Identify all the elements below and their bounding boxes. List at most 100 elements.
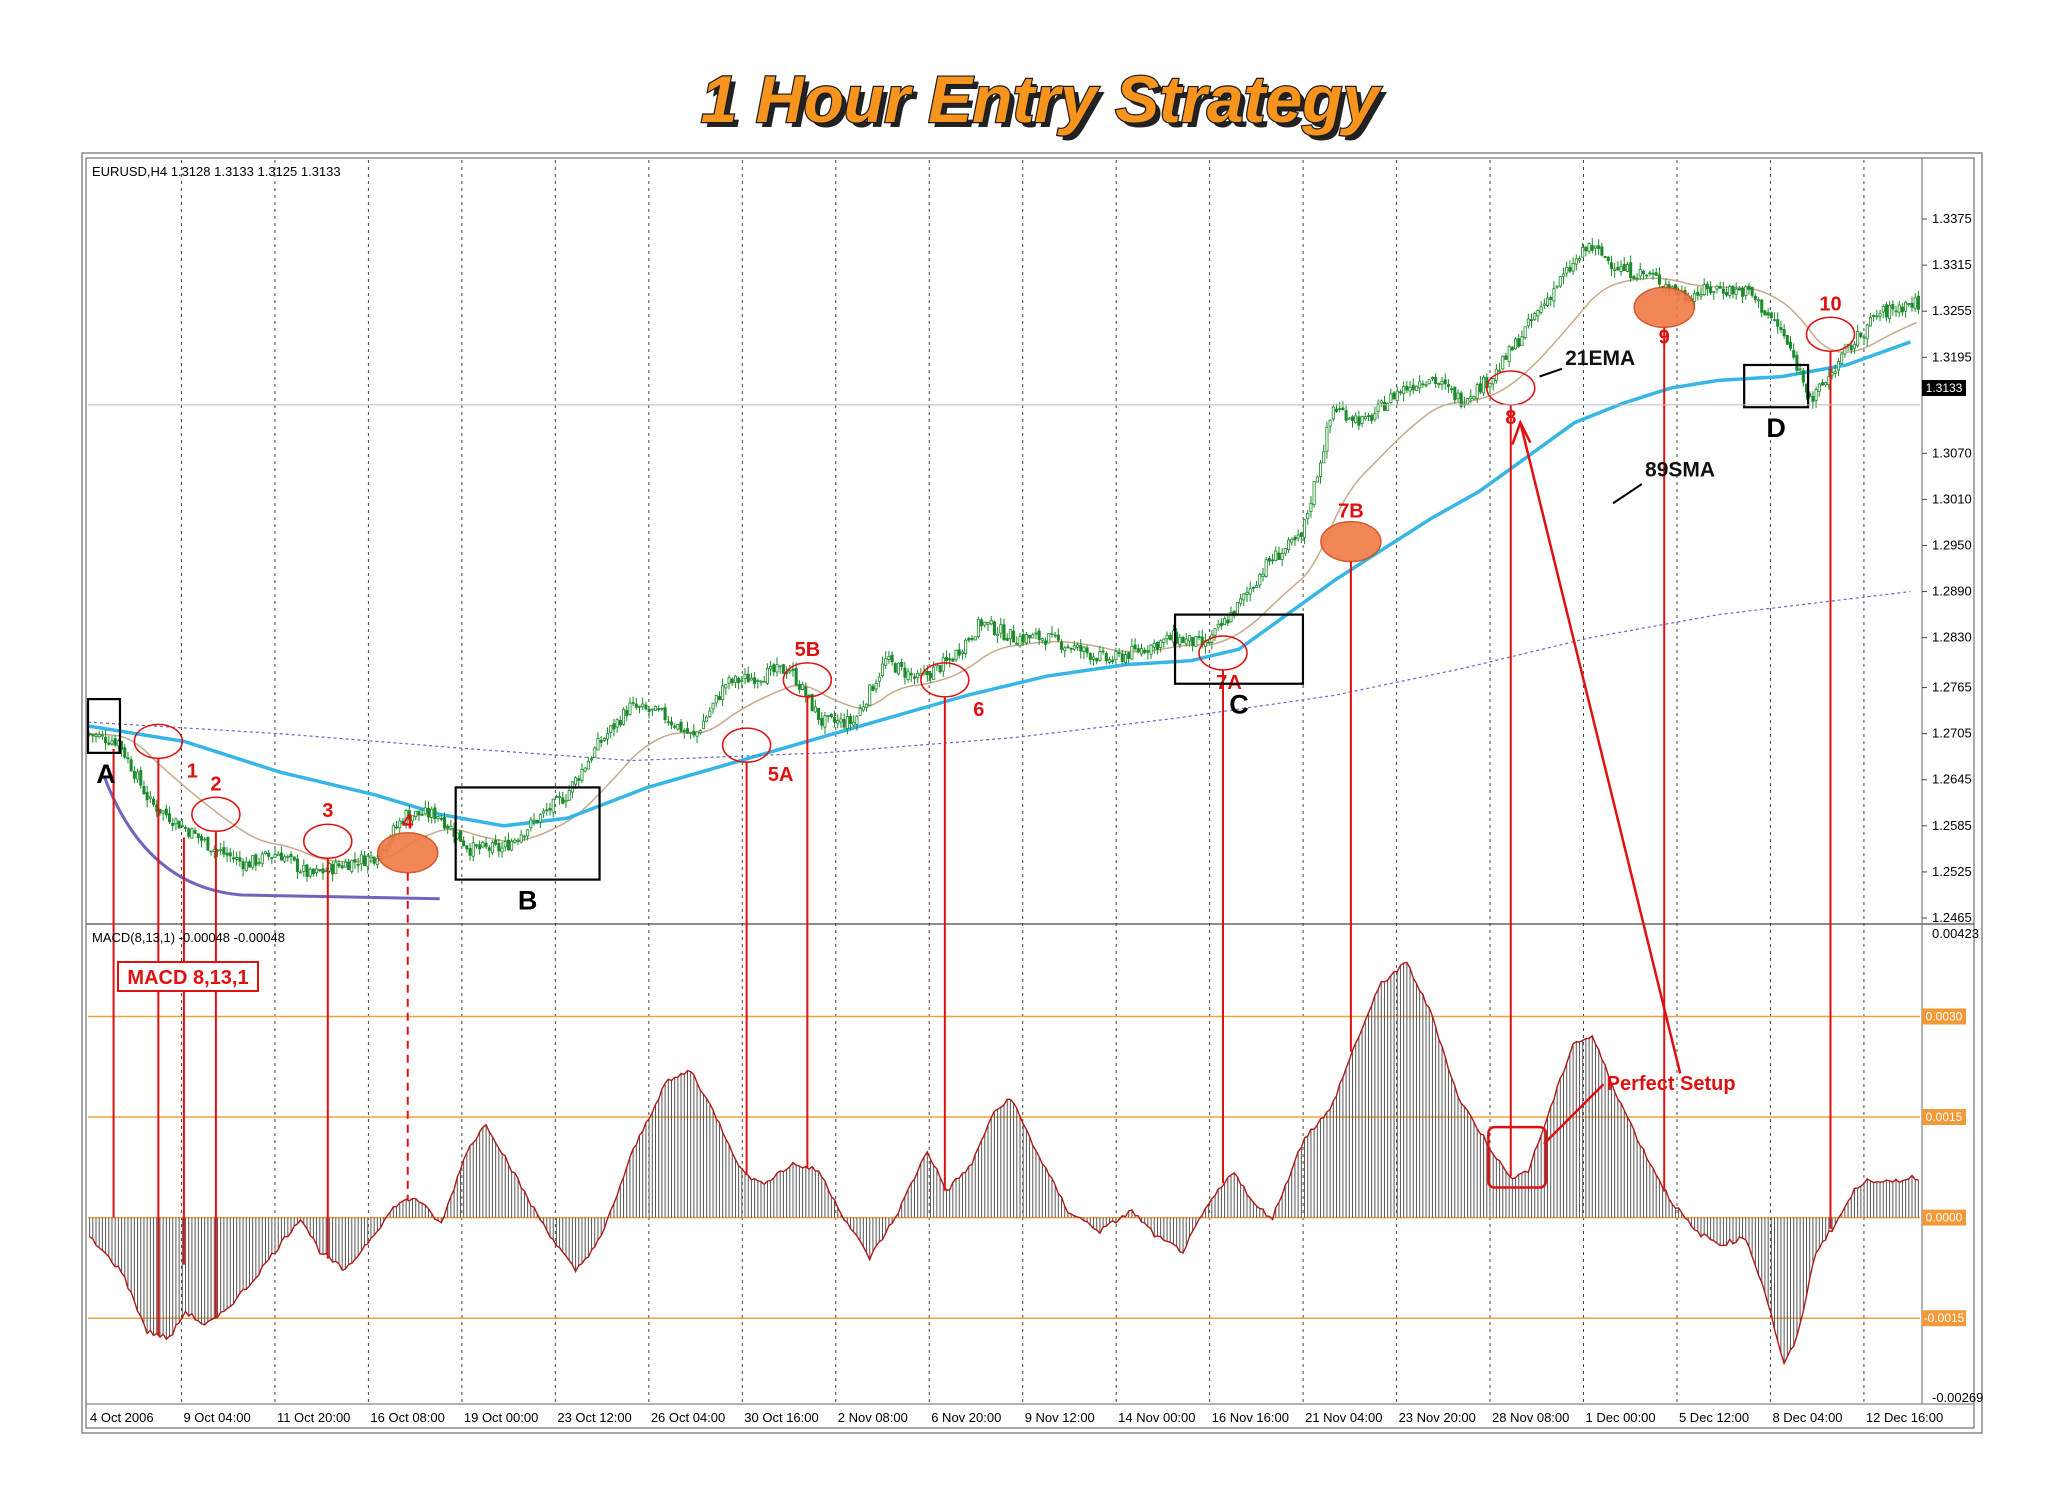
candle-body — [1619, 266, 1623, 272]
candle-body — [660, 707, 664, 710]
candle-body — [1130, 645, 1134, 660]
x-tick-label-3: 16 Oct 08:00 — [370, 1410, 444, 1425]
candle-body — [1833, 371, 1837, 374]
candle-body — [1338, 408, 1342, 410]
candle-body — [1788, 341, 1793, 349]
x-tick-label-9: 6 Nov 20:00 — [931, 1410, 1001, 1425]
candle-body — [1146, 650, 1150, 653]
candle-body — [430, 808, 434, 818]
candle-body — [522, 835, 526, 838]
candle-body — [107, 742, 111, 745]
candle-body — [1498, 370, 1502, 372]
price-tick-label-12: 1.2585 — [1932, 818, 1972, 833]
x-tick-label-14: 23 Nov 20:00 — [1399, 1410, 1476, 1425]
candle-body — [1114, 651, 1118, 661]
candle-body — [1478, 383, 1482, 393]
candle-body — [161, 810, 165, 814]
candle-body — [126, 757, 130, 760]
candle-body — [1491, 378, 1495, 385]
candle-body — [1574, 258, 1578, 265]
candle-body — [1168, 635, 1172, 641]
candle-body — [1031, 634, 1035, 639]
candle-body — [1056, 634, 1060, 641]
current-price-label: 1.3133 — [1926, 381, 1963, 395]
candle-body — [471, 842, 475, 857]
candle-body — [567, 790, 571, 801]
candle-body — [257, 861, 261, 864]
box-label-C: C — [1229, 690, 1249, 720]
candle-body — [900, 661, 904, 667]
candle-body — [1418, 381, 1422, 389]
candle-body — [286, 856, 290, 858]
candle-body — [1139, 648, 1143, 655]
candle-body — [855, 715, 859, 725]
candle-body — [311, 868, 315, 875]
candle-body — [1466, 398, 1470, 405]
candle-body — [1120, 653, 1124, 662]
candle-body — [1344, 410, 1348, 421]
candle-body — [142, 786, 146, 795]
candle-body — [1763, 310, 1767, 316]
candle-body — [714, 694, 718, 704]
candle-body — [606, 733, 610, 740]
candle-body — [1095, 658, 1099, 662]
price-tick-label-10: 1.2705 — [1932, 726, 1972, 741]
candle-body — [842, 719, 846, 728]
candle-body — [1741, 287, 1745, 297]
box-A — [86, 697, 122, 754]
candle-body — [1878, 313, 1882, 317]
candle-body — [1561, 273, 1566, 277]
candle-body — [1136, 648, 1140, 653]
candle-body — [1229, 611, 1233, 623]
candle-body — [283, 856, 287, 862]
candle-body — [1817, 383, 1821, 392]
candle-body — [989, 620, 993, 625]
candle-body — [1638, 269, 1642, 277]
candle-body — [1648, 272, 1652, 275]
candle-body — [356, 863, 360, 866]
candle-body — [1632, 276, 1636, 280]
candle-body — [964, 639, 968, 655]
candle-body — [1453, 386, 1457, 401]
candle-body — [906, 671, 910, 680]
candle-body — [222, 847, 226, 855]
candle-body — [737, 677, 741, 684]
candle-body — [315, 868, 319, 874]
candle-body — [538, 814, 542, 823]
candle-body — [1165, 634, 1169, 640]
candle-body — [1191, 637, 1195, 647]
candle-body — [1593, 245, 1598, 249]
candle-body — [334, 861, 338, 874]
candle-body — [241, 861, 245, 870]
candle-body — [628, 702, 632, 715]
candle-body — [1350, 416, 1355, 422]
candle-body — [1795, 354, 1799, 371]
candle-body — [1891, 303, 1895, 310]
candle-body — [938, 665, 942, 673]
candle-body — [129, 759, 133, 772]
price-tick-label-7: 1.2890 — [1932, 584, 1972, 599]
candle-body — [1862, 336, 1866, 339]
candle-body — [1744, 286, 1748, 296]
candle-body — [839, 718, 843, 723]
candle-body — [663, 707, 667, 721]
candle-body — [1315, 476, 1319, 483]
entry-label-1: 1 — [187, 760, 198, 782]
candle-body — [1616, 266, 1620, 271]
candle-body — [1398, 391, 1402, 394]
x-tick-label-2: 11 Oct 20:00 — [277, 1410, 350, 1425]
candle-body — [743, 673, 747, 679]
candle-body — [1757, 299, 1761, 302]
candle-body — [168, 813, 172, 823]
candle-body — [1750, 286, 1754, 296]
candle-body — [845, 716, 849, 729]
candle-body — [647, 708, 651, 712]
perfect-setup-arrow-a — [1543, 1083, 1605, 1145]
price-tick-label-3: 1.3195 — [1932, 349, 1972, 364]
candle-body — [474, 844, 478, 847]
candle-body — [244, 861, 248, 871]
candle-body — [676, 723, 680, 730]
candle-body — [1408, 386, 1412, 392]
candle-body — [1657, 274, 1661, 285]
candle-body — [1434, 376, 1438, 384]
